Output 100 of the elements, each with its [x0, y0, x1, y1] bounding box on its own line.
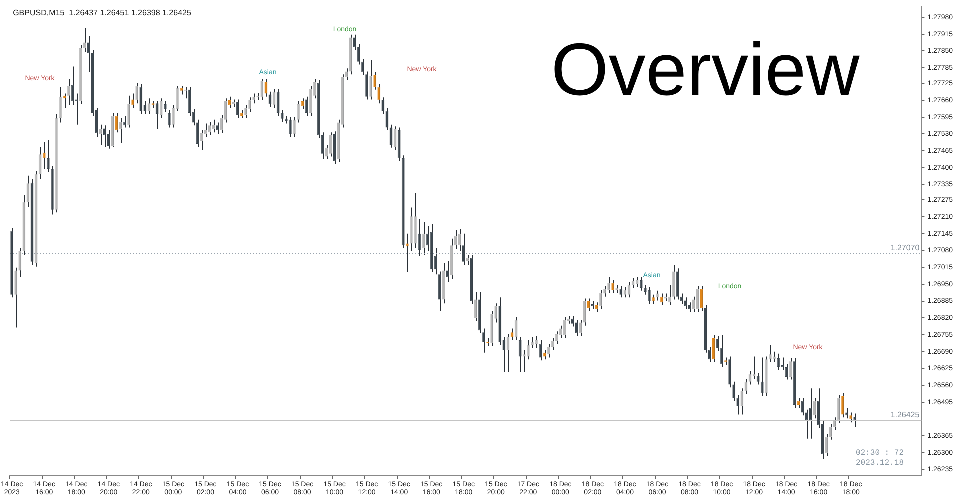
candlestick	[600, 290, 602, 310]
candlestick	[712, 335, 716, 363]
candlestick	[382, 97, 385, 115]
candlestick	[200, 130, 204, 150]
candlestick	[716, 336, 720, 352]
candlestick	[462, 233, 466, 266]
candlestick	[648, 286, 651, 305]
candlestick	[608, 276, 611, 294]
candlestick	[297, 101, 300, 124]
candlestick	[164, 101, 167, 113]
candlestick	[518, 336, 522, 373]
candlestick	[740, 388, 744, 416]
candlestick	[280, 110, 284, 122]
candlestick	[272, 88, 276, 109]
candlestick	[756, 372, 760, 386]
candlestick	[374, 72, 377, 90]
candlestick	[394, 126, 397, 150]
candlestick	[744, 378, 748, 395]
ref-line-label: 1.27070	[890, 244, 920, 253]
candlestick	[684, 297, 688, 310]
candlestick	[773, 351, 776, 363]
candlestick	[612, 280, 615, 294]
candlestick	[406, 233, 409, 274]
candlestick	[176, 86, 179, 112]
candlestick	[120, 118, 122, 144]
candlestick	[136, 82, 139, 104]
candlestick	[288, 116, 292, 138]
candlestick	[482, 328, 486, 354]
candlestick	[128, 95, 131, 128]
annotation: 2023.12.18	[856, 459, 904, 468]
candlestick	[236, 99, 240, 119]
candlestick	[46, 140, 50, 172]
candlestick	[378, 84, 381, 104]
candlestick	[624, 286, 627, 298]
candlestick	[466, 254, 470, 266]
candlestick	[696, 286, 700, 313]
candlestick	[260, 78, 264, 101]
candlestick	[293, 116, 296, 138]
candlestick	[700, 286, 704, 312]
candlestick	[132, 93, 135, 109]
chart-subtitle: Overview	[551, 28, 860, 112]
candlestick	[801, 398, 804, 416]
candlestick	[768, 344, 772, 363]
candlestick	[656, 290, 659, 302]
candlestick	[604, 286, 607, 298]
candlestick	[809, 388, 812, 440]
candlestick	[18, 248, 22, 278]
candlestick	[212, 119, 216, 134]
candlestick	[216, 122, 220, 135]
candlestick	[268, 91, 272, 108]
candlestick	[418, 218, 421, 257]
chart-title: GBPUSD,M15 1.26437 1.26451 1.26398 1.26425	[13, 8, 192, 18]
candlestick	[720, 335, 724, 368]
candlestick	[587, 298, 590, 312]
candlestick	[354, 34, 356, 51]
candlestick	[276, 88, 280, 117]
candlestick	[370, 60, 373, 100]
candlestick	[148, 98, 151, 115]
candlestick	[547, 344, 550, 358]
candlestick	[748, 370, 752, 386]
candlestick	[264, 78, 268, 98]
candlestick	[652, 294, 655, 305]
candlestick	[103, 125, 106, 148]
ref-line-label: 1.26425	[890, 410, 920, 420]
candlestick	[526, 340, 530, 360]
candlestick	[458, 228, 462, 252]
candlestick	[777, 353, 780, 371]
candlestick	[305, 96, 308, 117]
candlestick	[208, 121, 212, 136]
annotation: 02:30 : 72	[856, 449, 904, 458]
candlestick	[248, 97, 252, 113]
candlestick	[736, 394, 740, 416]
candlestick	[575, 319, 578, 338]
candlestick	[63, 93, 66, 109]
candlestick	[386, 108, 389, 132]
candlestick	[506, 334, 510, 373]
candlestick	[160, 98, 163, 119]
candlestick	[71, 66, 74, 106]
candlestick	[510, 328, 514, 341]
candlestick	[535, 336, 538, 348]
candlestick	[842, 393, 844, 418]
candlestick	[632, 278, 635, 289]
candlestick	[514, 316, 518, 341]
candlestick	[244, 104, 248, 119]
candlestick	[636, 276, 639, 288]
candlestick	[620, 286, 623, 298]
candlestick	[640, 276, 643, 292]
candlestick	[26, 175, 30, 208]
candlestick	[156, 101, 159, 130]
candlestick	[850, 412, 853, 424]
candlestick	[329, 132, 332, 158]
candlestick	[543, 350, 546, 360]
candlestick	[59, 86, 62, 124]
candlestick	[14, 267, 18, 328]
candlestick	[390, 124, 393, 148]
candlestick	[760, 357, 764, 397]
candlestick	[530, 336, 534, 348]
candlestick	[362, 58, 364, 76]
candlestick	[168, 110, 171, 128]
candlestick	[42, 142, 46, 170]
